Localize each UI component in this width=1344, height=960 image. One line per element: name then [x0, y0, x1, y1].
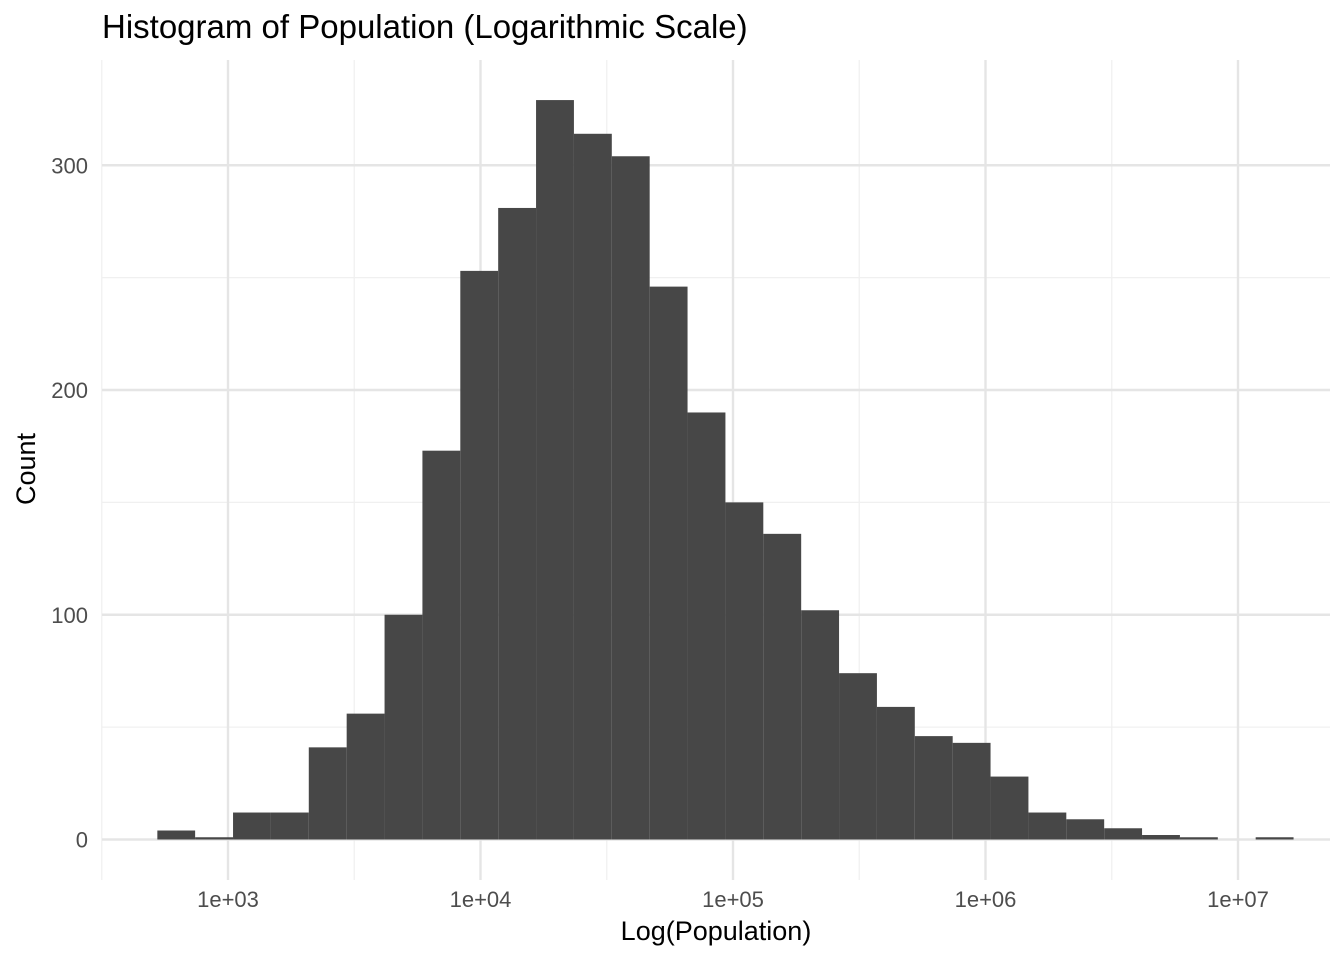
histogram-bar	[611, 156, 650, 840]
histogram-bar	[1104, 828, 1143, 840]
chart-title: Histogram of Population (Logarithmic Sca…	[102, 8, 748, 45]
histogram-bar	[1028, 812, 1067, 840]
histogram-bar	[1255, 837, 1294, 840]
histogram-bar	[1066, 819, 1105, 840]
y-tick-label: 300	[51, 153, 88, 178]
x-tick-label: 1e+07	[1207, 887, 1269, 912]
histogram-bar	[876, 706, 915, 840]
y-tick-label: 100	[51, 603, 88, 628]
histogram-bar	[687, 412, 726, 840]
histogram-bar	[914, 736, 953, 840]
histogram-bar	[1142, 835, 1180, 840]
x-tick-label: 1e+06	[955, 887, 1017, 912]
histogram-bar	[498, 207, 537, 840]
histogram-bar	[384, 614, 423, 840]
x-axis-title: Log(Population)	[621, 916, 812, 946]
histogram-bar	[460, 270, 499, 840]
histogram-bar	[763, 533, 802, 840]
histogram-bar	[839, 673, 877, 840]
x-tick-label: 1e+05	[702, 887, 764, 912]
histogram-bar	[649, 286, 688, 840]
histogram-bar	[346, 713, 385, 840]
histogram-bar	[725, 502, 764, 840]
y-axis-title: Count	[11, 432, 41, 505]
histogram-bar	[801, 610, 840, 840]
histogram-bar	[990, 776, 1029, 840]
bar-layer	[157, 100, 1294, 840]
y-tick-labels: 0 100 200 300	[51, 153, 88, 852]
histogram-bar	[270, 812, 309, 840]
x-tick-labels: 1e+03 1e+04 1e+05 1e+06 1e+07	[197, 887, 1269, 912]
histogram-bar	[1179, 837, 1218, 840]
y-tick-label: 0	[76, 828, 88, 853]
x-tick-label: 1e+03	[197, 887, 259, 912]
histogram-bar	[573, 133, 612, 840]
histogram-bar	[536, 100, 574, 840]
histogram-bar	[195, 837, 234, 840]
x-tick-label: 1e+04	[450, 887, 512, 912]
histogram-bar	[233, 812, 271, 840]
histogram-bar	[422, 450, 461, 840]
histogram-bar	[952, 742, 991, 840]
y-tick-label: 200	[51, 378, 88, 403]
histogram-bar	[308, 747, 347, 840]
histogram-bar	[157, 830, 196, 840]
